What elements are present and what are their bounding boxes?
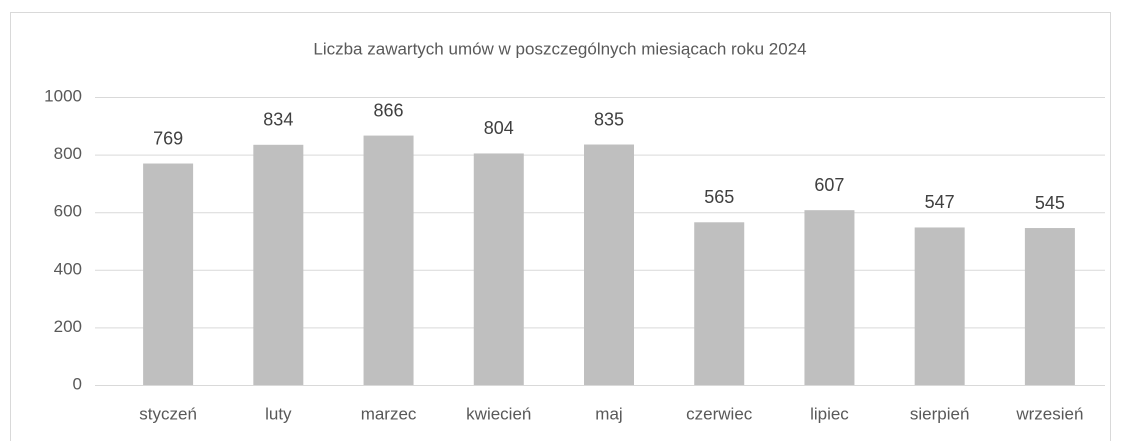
- x-tick-label: luty: [265, 404, 292, 423]
- y-tick-label: 1000: [44, 86, 82, 105]
- x-tick-label: czerwiec: [686, 404, 753, 423]
- bar: [1024, 228, 1075, 385]
- chart-title: Liczba zawartych umów w poszczególnych m…: [313, 39, 806, 58]
- value-label: 565: [704, 187, 734, 207]
- bar: [584, 144, 634, 385]
- value-label: 607: [814, 175, 844, 195]
- bar: [363, 135, 414, 385]
- value-label: 835: [594, 109, 624, 129]
- bar: [473, 153, 524, 385]
- y-tick-label: 200: [54, 317, 82, 336]
- x-tick-label: wrzesień: [1015, 404, 1083, 423]
- x-tick-label: sierpień: [910, 404, 970, 423]
- value-label: 866: [374, 100, 404, 120]
- bar: [804, 210, 855, 385]
- y-tick-label: 400: [54, 259, 82, 278]
- x-tick-label: styczeń: [139, 404, 197, 423]
- value-label: 547: [925, 192, 955, 212]
- value-label: 769: [153, 128, 183, 148]
- x-tick-label: marzec: [361, 404, 417, 423]
- y-tick-label: 600: [54, 202, 82, 221]
- bar: [143, 163, 194, 385]
- x-tick-label: maj: [595, 404, 622, 423]
- value-label: 834: [263, 110, 293, 130]
- y-tick-label: 0: [73, 374, 82, 393]
- bar: [253, 144, 304, 385]
- value-label: 545: [1035, 193, 1065, 213]
- bar: [694, 222, 745, 385]
- x-tick-label: lipiec: [810, 404, 849, 423]
- bar: [914, 227, 965, 385]
- value-label: 804: [484, 118, 514, 138]
- y-tick-label: 800: [54, 144, 82, 163]
- x-tick-label: kwiecień: [466, 404, 531, 423]
